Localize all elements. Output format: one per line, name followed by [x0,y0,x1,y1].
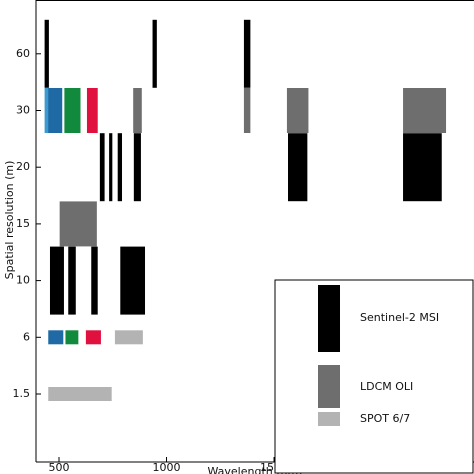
band-bar [243,19,251,88]
band-bar [44,19,49,88]
legend-label: Sentinel-2 MSI [360,311,439,324]
legend-swatch [318,365,340,408]
band-bar [48,330,64,345]
y-tick-label: 30 [16,104,30,117]
band-bar [243,88,251,133]
y-tick-label: 6 [23,330,30,343]
band-bar [49,246,64,315]
legend-box [274,279,474,474]
band-bar [109,133,113,202]
x-tick-label: 500 [49,461,70,474]
band-bar [44,88,49,133]
band-bar [48,88,63,133]
band-bar [86,88,98,133]
band-bar [403,88,447,133]
band-bar [85,330,101,345]
band-bar [403,133,442,202]
y-tick-label: 10 [16,274,30,287]
band-bar [120,246,146,315]
band-bar [133,133,141,202]
band-bar [91,246,98,315]
legend-label: SPOT 6/7 [360,412,410,425]
band-bar [286,88,309,133]
x-axis-label: Wavelength (nm) [207,465,302,474]
legend-swatch [318,412,340,426]
band-bar [133,88,142,133]
y-tick-label: 20 [16,160,30,173]
band-bar [99,133,105,202]
band-bar [65,330,79,345]
band-bar [59,201,97,247]
y-tick-label: 60 [16,47,30,60]
legend-label: LDCM OLI [360,380,413,393]
legend-swatch [318,285,340,352]
x-tick-label: 1000 [153,461,181,474]
band-bar [152,19,157,88]
y-tick-label: 15 [16,217,30,230]
band-bar [114,330,143,345]
band-bar [68,246,76,315]
band-bar [288,133,308,202]
band-bar [117,133,123,202]
y-tick-label: 1.5 [13,387,31,400]
y-axis-label: Spatial resolution (m) [3,161,16,280]
band-bar [48,387,112,401]
band-bar [64,88,81,133]
